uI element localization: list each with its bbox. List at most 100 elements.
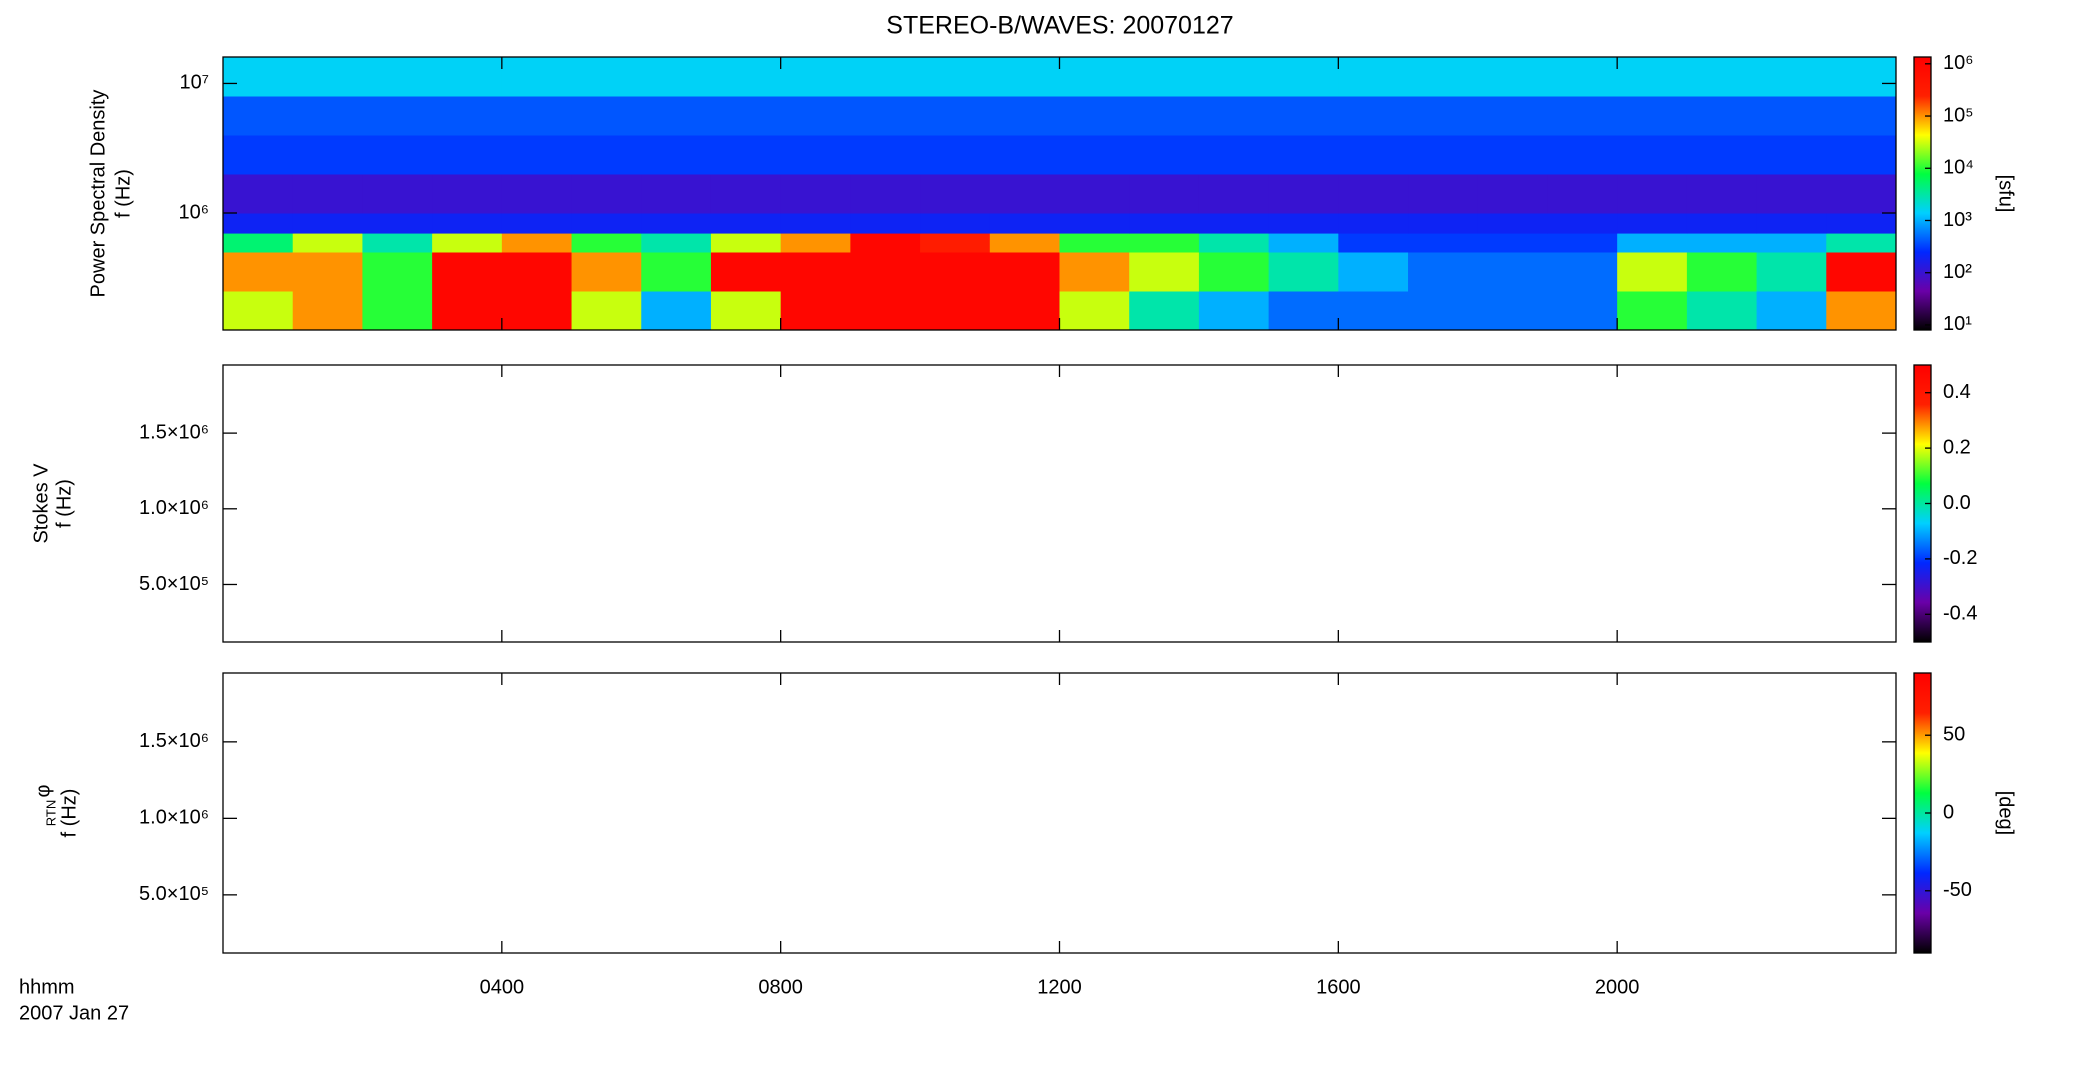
- heatmap-cell: [710, 57, 782, 97]
- heatmap-cell: [292, 174, 363, 214]
- plot-frame: [222, 364, 1897, 643]
- heatmap-cell: [1826, 57, 1897, 97]
- heatmap-cell: [1059, 135, 1130, 175]
- heatmap-cell: [1268, 252, 1339, 292]
- heatmap-cell: [1617, 57, 1688, 97]
- heatmap-cell: [432, 291, 503, 331]
- y-axis-symbol: φ: [32, 784, 54, 797]
- x-tick-label: 0800: [758, 976, 803, 998]
- heatmap-cell: [1198, 213, 1270, 234]
- heatmap-cell: [850, 252, 921, 292]
- heatmap-cell: [920, 291, 991, 331]
- colorbar-tick-label: 10⁴: [1943, 157, 1974, 179]
- y-tick-label: 5.0×10⁵: [139, 573, 209, 595]
- heatmap-cell: [1408, 213, 1479, 234]
- heatmap-cell: [1129, 96, 1200, 136]
- colorbar-tick-label: -0.2: [1943, 547, 1977, 569]
- heatmap-cell: [1338, 96, 1409, 136]
- heatmap-cell: [1686, 252, 1758, 292]
- heatmap-cell: [362, 233, 433, 253]
- heatmap-cell: [362, 57, 433, 97]
- heatmap-cell: [1477, 96, 1548, 136]
- heatmap-cell: [223, 96, 294, 136]
- heatmap-cell: [989, 252, 1060, 292]
- heatmap-cell: [1059, 213, 1130, 234]
- heatmap-cell: [1756, 174, 1827, 214]
- heatmap-cell: [1198, 233, 1270, 253]
- heatmap-cell: [1268, 174, 1339, 214]
- heatmap-cell: [1129, 57, 1200, 97]
- heatmap-cell: [1477, 213, 1548, 234]
- y-axis-label: Stokes V: [30, 463, 52, 544]
- heatmap-cell: [1617, 233, 1688, 253]
- heatmap-cell: [780, 291, 851, 331]
- heatmap-cell: [1129, 233, 1200, 253]
- x-tick-label: 2000: [1595, 976, 1640, 998]
- colorbar-label: [deg]: [1995, 791, 2017, 835]
- heatmap-cell: [223, 57, 294, 97]
- heatmap-cell: [501, 233, 573, 253]
- heatmap-cell: [432, 213, 503, 234]
- heatmap-cell: [571, 213, 642, 234]
- heatmap-cell: [501, 213, 573, 234]
- colorbar: [1914, 57, 1931, 330]
- heatmap-cell: [1268, 213, 1339, 234]
- heatmap-cell: [780, 57, 851, 97]
- heatmap-cell: [223, 233, 294, 253]
- heatmap-cell: [571, 233, 642, 253]
- heatmap-cell: [1198, 135, 1270, 175]
- heatmap-cell: [1408, 96, 1479, 136]
- heatmap-cell: [501, 174, 573, 214]
- heatmap-cell: [1129, 213, 1200, 234]
- heatmap-cell: [989, 135, 1060, 175]
- heatmap-cell: [1617, 213, 1688, 234]
- y-tick-label: 1.0×10⁶: [139, 807, 209, 829]
- y-axis-unit: f (Hz): [58, 789, 80, 838]
- heatmap-cell: [1198, 174, 1270, 214]
- heatmap-cell: [1268, 233, 1339, 253]
- colorbar-label: [sfu]: [1995, 175, 2017, 213]
- heatmap-cell: [1477, 252, 1548, 292]
- heatmap-cell: [223, 135, 294, 175]
- heatmap-cell: [710, 252, 782, 292]
- heatmap-cell: [1686, 57, 1758, 97]
- colorbar-tick-label: 10²: [1943, 261, 1972, 283]
- heatmap-cell: [920, 96, 991, 136]
- heatmap-cell: [1477, 233, 1548, 253]
- heatmap-cell: [1756, 291, 1827, 331]
- heatmap-cell: [1338, 291, 1409, 331]
- colorbar-frame: [1913, 56, 1932, 331]
- heatmap-cell: [989, 233, 1060, 253]
- heatmap-cell: [710, 135, 782, 175]
- heatmap-cell: [501, 96, 573, 136]
- heatmap-cell: [641, 291, 712, 331]
- heatmap-cell: [1547, 135, 1618, 175]
- heatmap-cell: [292, 57, 363, 97]
- heatmap-cell: [1686, 213, 1758, 234]
- chart-title: STEREO-B/WAVES: 20070127: [886, 12, 1233, 40]
- heatmap-cell: [292, 213, 363, 234]
- heatmap-cell: [710, 233, 782, 253]
- heatmap-cell: [641, 174, 712, 214]
- heatmap-cell: [1686, 174, 1758, 214]
- heatmap-cell: [850, 135, 921, 175]
- y-axis-subscript: RTN: [43, 800, 58, 826]
- heatmap-cell: [920, 233, 991, 253]
- heatmap-cell: [292, 233, 363, 253]
- heatmap-cell: [1477, 57, 1548, 97]
- heatmap-cell: [1268, 57, 1339, 97]
- heatmap-cell: [1826, 252, 1897, 292]
- heatmap-cell: [1547, 57, 1618, 97]
- heatmap-cell: [1826, 96, 1897, 136]
- heatmap-cell: [1826, 233, 1897, 253]
- colorbar-tick-label: 0.0: [1943, 492, 1971, 514]
- heatmap-cell: [1059, 57, 1130, 97]
- heatmap-cell: [432, 57, 503, 97]
- y-tick-label: 1.5×10⁶: [139, 730, 209, 752]
- heatmap-cell: [362, 135, 433, 175]
- heatmap-cell: [641, 135, 712, 175]
- heatmap-cell: [989, 174, 1060, 214]
- plot-frame: [222, 672, 1897, 954]
- heatmap-cell: [432, 252, 503, 292]
- y-tick-label: 10⁷: [180, 72, 209, 94]
